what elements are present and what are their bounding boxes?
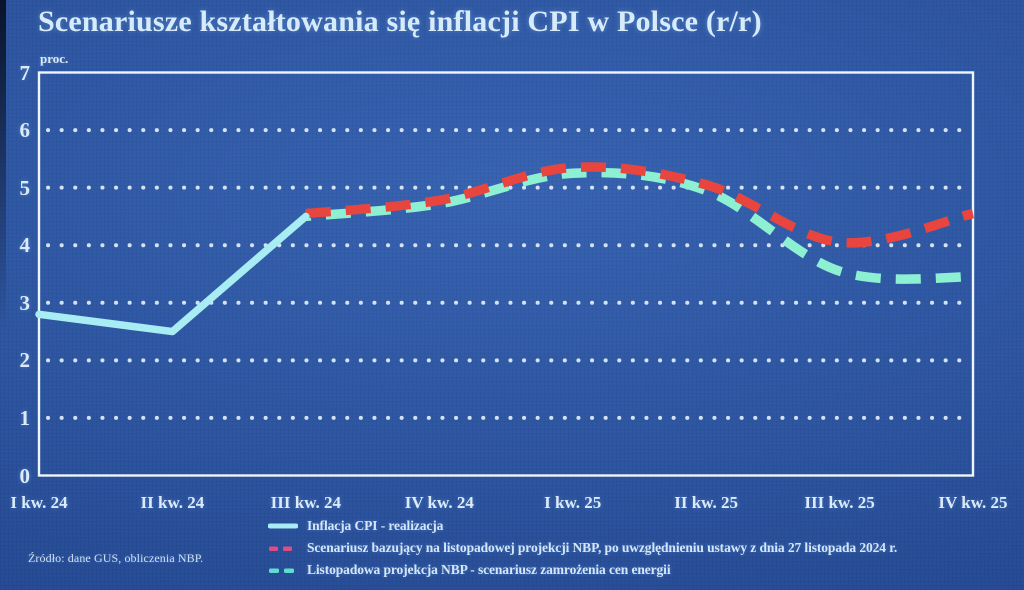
legend-label-realizacja: Inflacja CPI - realizacja [307, 518, 444, 533]
red-dashed-swatch-icon [269, 546, 292, 551]
x-tick-label-8: IV kw. 25 [938, 493, 1008, 512]
legend-label-projekcja-zamrozenie: Listopadowa projekcja NBP - scenariusz z… [307, 562, 671, 577]
teal-dashed-swatch-icon [269, 568, 294, 573]
legend-item-scenariusz-ustawa: Scenariusz bazujący na listopadowej proj… [268, 539, 897, 557]
y-tick-label-2: 2 [19, 348, 31, 373]
solid-line-swatch-icon [268, 523, 298, 529]
x-tick-label-5: I kw. 25 [544, 493, 602, 512]
x-tick-label-7: III kw. 25 [804, 493, 875, 512]
x-tick-label-1: I kw. 24 [10, 493, 68, 512]
y-tick-label-3: 3 [19, 290, 31, 315]
y-tick-label-7: 7 [19, 60, 31, 85]
y-tick-label-1: 1 [19, 405, 31, 430]
x-tick-label-4: IV kw. 24 [404, 493, 474, 512]
y-tick-label-6: 6 [19, 118, 31, 143]
x-tick-label-2: II kw. 24 [140, 493, 205, 512]
y-tick-label-5: 5 [19, 175, 31, 200]
legend: Inflacja CPI - realizacja Scenariusz baz… [268, 517, 897, 579]
source-note: Źródło: dane GUS, obliczenia NBP. [28, 551, 204, 565]
x-tick-label-3: III kw. 24 [270, 493, 342, 512]
x-tick-label-6: II kw. 25 [674, 493, 739, 512]
y-tick-label-4: 4 [19, 233, 31, 258]
plot-frame [37, 71, 975, 477]
series-line-0 [35, 212, 310, 336]
series-line-2 [305, 167, 974, 284]
y-tick-label-0: 0 [19, 463, 31, 488]
legend-item-projekcja-zamrozenie: Listopadowa projekcja NBP - scenariusz z… [268, 561, 897, 579]
legend-item-realizacja: Inflacja CPI - realizacja [268, 517, 897, 535]
legend-label-scenariusz-ustawa: Scenariusz bazujący na listopadowej proj… [307, 540, 898, 555]
chart-title: Scenariusze kształtowania się inflacji C… [38, 5, 762, 38]
series-line-1 [305, 162, 975, 248]
y-axis-unit-label: proc. [40, 51, 69, 66]
